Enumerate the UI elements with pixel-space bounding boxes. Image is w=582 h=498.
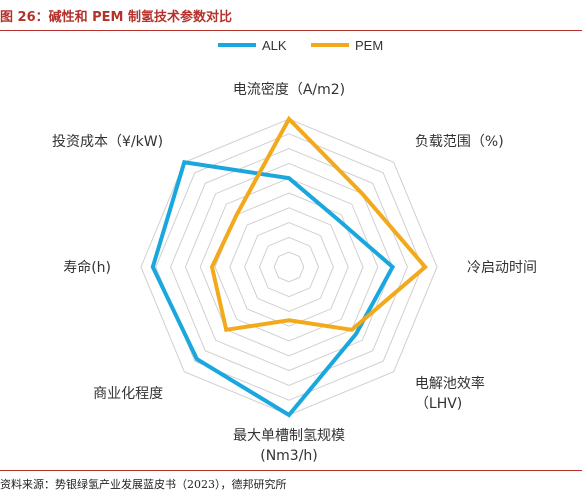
axis-label: (Nm3/h) [260, 448, 318, 464]
source-note: 资料来源：势银绿氢产业发展蓝皮书（2023），德邦研究所 [0, 478, 287, 491]
axis-label: 商业化程度 [93, 386, 163, 402]
axis-label: （LHV) [415, 396, 462, 412]
series-pem-line [209, 115, 429, 333]
radar-series [150, 115, 429, 418]
legend-label-alk: ALK [262, 38, 287, 53]
footer-divider [0, 470, 582, 471]
axis-label: 电解池效率 [415, 375, 485, 392]
grid-ring [155, 133, 423, 401]
radar-grid [140, 118, 438, 416]
grid-ring [170, 148, 408, 386]
grid-ring [199, 177, 379, 357]
axis-label: 寿命(h) [63, 259, 111, 276]
axis-label: 负载范围（%) [415, 133, 504, 150]
grid-ring [229, 207, 349, 327]
figure-title: 图 26：碱性和 PEM 制氢技术参数对比 [0, 10, 233, 25]
chart-legend: ALK PEM [218, 38, 383, 53]
title-divider [0, 30, 582, 31]
axis-label: 投资成本（¥/kW) [52, 134, 163, 150]
axis-label: 最大单槽制氢规模 [233, 428, 345, 444]
grid-ring [258, 236, 320, 298]
grid-ring [244, 222, 334, 312]
axis-label: 冷启动时间 [467, 260, 537, 276]
grid-ring [184, 162, 394, 372]
legend-label-pem: PEM [355, 38, 383, 53]
axis-label: 电流密度（A/m2) [233, 81, 345, 98]
grid-ring [273, 251, 305, 283]
